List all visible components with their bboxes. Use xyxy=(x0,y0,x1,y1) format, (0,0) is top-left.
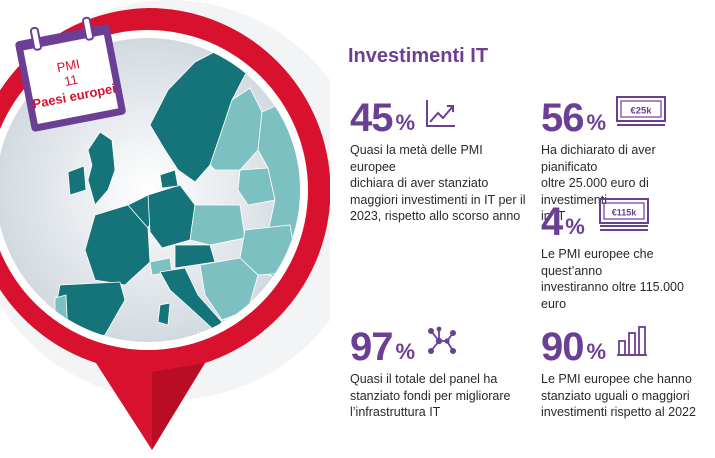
banknote-icon: €25k xyxy=(616,96,667,133)
network-icon xyxy=(425,325,459,362)
svg-text:€25k: €25k xyxy=(630,106,652,117)
calendar-line-2: 11 xyxy=(63,72,79,89)
stat-unit: % xyxy=(586,110,607,135)
stat-value: 56 xyxy=(541,96,584,140)
stat-description: Le PMI europee che quest’anno investiran… xyxy=(541,247,684,311)
stat-description: Le PMI europee che hanno stanziato ugual… xyxy=(541,372,696,419)
stat-97: 97 % Quasi il totale del panel ha xyxy=(350,325,530,421)
stat-unit: % xyxy=(586,339,607,364)
stat-90: 90 % Le PMI europee che hanno stanziato … xyxy=(541,325,711,421)
stat-description: Quasi il totale del panel ha stanziato f… xyxy=(350,372,511,419)
stat-4: 4 % €115k Le PMI europee che quest’anno … xyxy=(541,198,711,312)
stat-value: 97 xyxy=(350,325,393,369)
calendar-line-1: PMI xyxy=(55,56,81,75)
section-title: Investimenti IT xyxy=(348,45,489,67)
stat-unit: % xyxy=(565,214,585,239)
svg-text:€115k: €115k xyxy=(612,208,638,218)
stat-value: 90 xyxy=(541,325,584,369)
stat-45: 45 % Quasi la metà delle PMI europee dic… xyxy=(350,96,530,225)
stat-unit: % xyxy=(395,339,416,364)
stat-description: Ha dichiarato di aver pianificato oltre … xyxy=(541,143,656,223)
stat-value: 4 xyxy=(541,200,563,244)
stat-unit: % xyxy=(395,110,416,135)
bar-chart-icon xyxy=(616,325,648,362)
europe-map-pin-graphic: PMI 11 Paesi europei xyxy=(0,0,330,450)
stat-value: 45 xyxy=(350,96,393,140)
stat-56: 56 % €25k Ha dichiarato di aver pianific… xyxy=(541,96,711,225)
trend-up-icon xyxy=(425,98,457,133)
stat-description: Quasi la metà delle PMI europee dichiara… xyxy=(350,143,526,223)
calendar-icon: PMI 11 Paesi europei xyxy=(15,16,126,132)
banknote-stack-icon: €115k xyxy=(598,198,649,237)
